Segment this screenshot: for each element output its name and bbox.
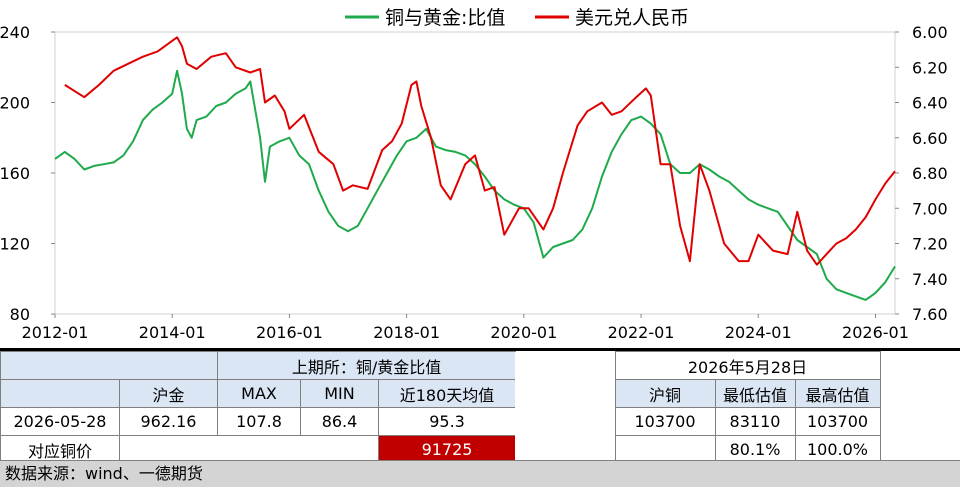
gap-cell xyxy=(515,351,615,380)
mean-cell: 95.3 xyxy=(377,407,517,436)
y-right-tick-label: 6.60 xyxy=(912,129,948,148)
chart-legend: 铜与黄金:比值 美元兑人民币 xyxy=(345,7,689,29)
x-tick-label: 2026-01 xyxy=(842,323,909,342)
y-left-tick-label: 160 xyxy=(0,164,30,183)
x-tick-label: 2012-01 xyxy=(22,323,89,342)
y-left-tick-label: 240 xyxy=(0,23,30,42)
y-right-tick-label: 7.00 xyxy=(912,199,948,218)
y-right-tick-label: 6.20 xyxy=(912,58,948,77)
max-valuation-cell: 103700 xyxy=(794,407,881,436)
copper-price-cell: 103700 xyxy=(614,407,716,436)
x-tick-label: 2020-01 xyxy=(490,323,557,342)
gap-cell xyxy=(515,379,615,408)
gap-cell xyxy=(515,435,615,464)
chart-axes: 80 120 160 200 240 6.00 6.20 6.40 6.60 6.80 7.00 7.… xyxy=(0,23,948,342)
table-header-empty xyxy=(0,379,120,408)
row-date: 2026-05-28 xyxy=(0,407,120,436)
right-margin-cell xyxy=(880,407,960,436)
header-180d-mean: 近180天均值 xyxy=(377,379,517,408)
header-min-valuation: 最低估值 xyxy=(714,379,796,408)
table-corner xyxy=(0,351,218,380)
header-max: MAX xyxy=(217,379,301,408)
y-right-tick-label: 7.60 xyxy=(912,305,948,324)
x-tick-label: 2024-01 xyxy=(725,323,792,342)
x-tick-label: 2022-01 xyxy=(608,323,675,342)
implied-copper-value: 91725 xyxy=(377,435,517,464)
legend-label-2: 美元兑人民币 xyxy=(575,7,689,29)
gold-price-cell: 962.16 xyxy=(119,407,218,436)
max-ratio-cell: 100.0% xyxy=(794,435,881,464)
table-right-title: 2026年5月28日 xyxy=(614,351,881,380)
header-shanghai-gold: 沪金 xyxy=(119,379,218,408)
x-tick-label: 2018-01 xyxy=(373,323,440,342)
copper-gold-ratio-chart: 铜与黄金:比值 美元兑人民币 80 120 160 200 240 6.00 6.20 6.40… xyxy=(0,7,948,342)
top-divider xyxy=(0,348,960,351)
series-line-2 xyxy=(64,36,896,266)
right-margin-cell xyxy=(880,351,960,380)
legend-label-1: 铜与黄金:比值 xyxy=(385,7,505,29)
right-margin-cell xyxy=(880,379,960,408)
source-note: 数据来源：wind、一德期货 xyxy=(0,460,960,487)
min-valuation-cell: 83110 xyxy=(714,407,796,436)
x-tick-label: 2014-01 xyxy=(139,323,206,342)
gap-cell xyxy=(515,407,615,436)
plot-frame xyxy=(54,31,896,315)
y-left-tick-label: 120 xyxy=(0,235,30,254)
header-shanghai-copper: 沪铜 xyxy=(614,379,716,408)
header-min: MIN xyxy=(300,379,379,408)
y-left-tick-label: 200 xyxy=(0,94,30,113)
min-cell: 86.4 xyxy=(300,407,379,436)
copper-valuation-table: 2026年5月28日 沪铜 最低估值 最高估值 103700 83110 103… xyxy=(515,351,960,464)
y-left-tick-label: 80 xyxy=(10,305,30,324)
series-line-1 xyxy=(54,69,896,301)
chart-series xyxy=(54,36,896,301)
y-right-tick-label: 7.20 xyxy=(912,235,948,254)
table-left-title: 上期所：铜/黄金比值 xyxy=(216,351,517,380)
min-ratio-cell: 80.1% xyxy=(714,435,796,464)
y-right-tick-label: 6.80 xyxy=(912,164,948,183)
max-cell: 107.8 xyxy=(217,407,301,436)
x-tick-label: 2016-01 xyxy=(256,323,323,342)
right-margin-cell xyxy=(880,435,960,464)
header-max-valuation: 最高估值 xyxy=(794,379,881,408)
y-right-tick-label: 6.40 xyxy=(912,94,948,113)
y-right-tick-label: 7.40 xyxy=(912,270,948,289)
implied-copper-label: 对应铜价 xyxy=(0,435,120,464)
y-right-tick-label: 6.00 xyxy=(912,23,948,42)
shfe-ratio-table: 上期所：铜/黄金比值 沪金 MAX MIN 近180天均值 2026-05-28… xyxy=(0,351,517,464)
